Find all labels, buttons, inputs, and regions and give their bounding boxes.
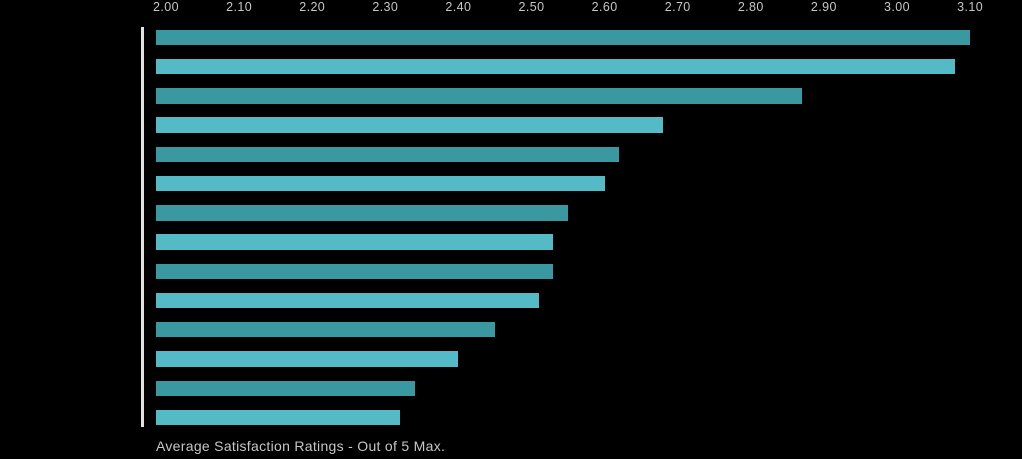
y-axis-line xyxy=(140,27,144,427)
x-axis-tick-label: 3.10 xyxy=(957,0,984,14)
x-axis-tick-label: 2.30 xyxy=(372,0,399,14)
x-axis-tick-label: 3.00 xyxy=(884,0,910,14)
bar xyxy=(155,59,956,75)
bar xyxy=(155,292,539,309)
x-axis-tick-label: 2.20 xyxy=(299,0,326,14)
bar xyxy=(155,205,569,221)
x-axis-tick-label: 2.90 xyxy=(810,0,837,14)
bar xyxy=(155,380,415,396)
bar xyxy=(155,234,554,250)
x-axis-tick-label: 2.00 xyxy=(153,0,179,14)
x-axis-tick-label: 2.60 xyxy=(591,0,618,14)
bar xyxy=(155,263,554,280)
x-axis-tick-label: 2.70 xyxy=(664,0,691,14)
bar xyxy=(155,117,664,133)
x-axis-tick-label: 2.10 xyxy=(226,0,253,14)
bar xyxy=(155,146,620,163)
bar xyxy=(155,88,802,104)
bar xyxy=(155,351,459,367)
x-axis-tick-label: 2.40 xyxy=(445,0,472,14)
x-axis-tick-label: 2.80 xyxy=(737,0,764,14)
x-axis-tick-label: 2.50 xyxy=(518,0,545,14)
bar xyxy=(155,29,971,46)
chart-title: Average Satisfaction Ratings - Out of 5 … xyxy=(156,438,446,454)
bar xyxy=(155,322,495,338)
bar xyxy=(155,175,605,192)
bar xyxy=(155,409,400,426)
